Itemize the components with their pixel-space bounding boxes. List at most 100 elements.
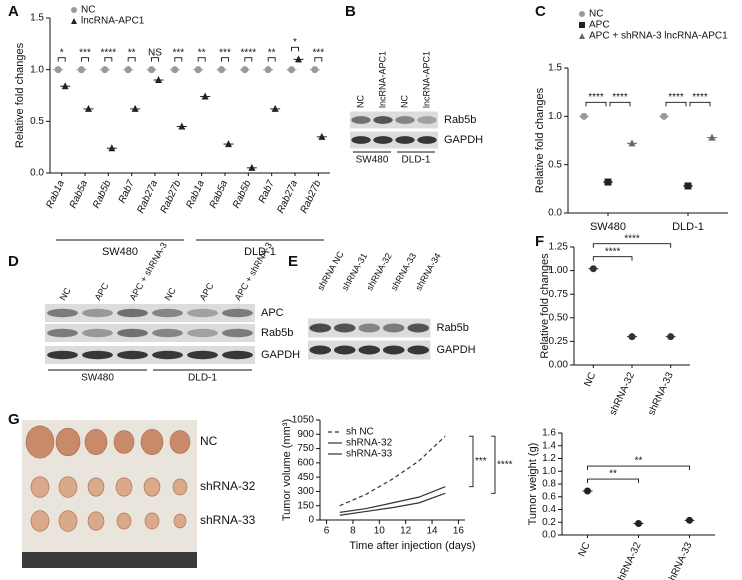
marker [225, 140, 232, 148]
photo-ruler [22, 552, 197, 568]
row-label: Rab5b [261, 327, 293, 339]
panel-label: G [8, 411, 20, 428]
group-label: DLD-1 [244, 246, 276, 258]
marker [295, 55, 302, 63]
marker [101, 66, 109, 74]
marker [686, 516, 693, 524]
blot-band [333, 345, 356, 355]
row-label: GAPDH [444, 134, 483, 146]
tumor [172, 478, 188, 496]
x-tick-label: Rab5b [231, 178, 254, 210]
blot-band [222, 328, 253, 338]
y-tick-label: 450 [297, 472, 314, 483]
y-axis-label: Relative fold changes [539, 253, 551, 359]
tumor [116, 512, 132, 530]
y-tick-label: 150 [297, 500, 314, 511]
blot-band [382, 323, 405, 333]
tumor [30, 510, 50, 532]
blot-band [417, 136, 437, 144]
significance-label: ** [609, 469, 617, 480]
marker [201, 92, 209, 100]
x-tick-label: Rab27a [135, 178, 160, 215]
legend-marker [71, 7, 77, 13]
significance-label: **** [692, 92, 708, 103]
blot-band [407, 345, 430, 355]
significance-bracket [587, 465, 690, 471]
lane-label: NC [58, 285, 73, 302]
blot-band [47, 328, 78, 338]
tumor-photo [22, 420, 197, 568]
significance-bracket [267, 57, 276, 62]
marker [108, 144, 116, 152]
significance-label: **** [612, 92, 628, 103]
x-tick-label: DLD-1 [672, 221, 704, 233]
row-label: Rab5b [437, 322, 469, 334]
y-tick-label: 0.8 [542, 479, 556, 490]
marker [54, 66, 62, 74]
line [339, 486, 446, 513]
significance-bracket [314, 57, 323, 62]
y-tick-label: 1050 [292, 415, 315, 426]
marker [148, 66, 155, 74]
tumor [140, 429, 164, 455]
y-tick-label: 0.2 [542, 517, 556, 528]
blot-band [222, 350, 253, 360]
y-tick-label: 300 [297, 486, 314, 497]
panel-label: E [288, 253, 298, 270]
marker [78, 66, 85, 74]
significance-bracket [244, 57, 253, 62]
blot-band [82, 308, 113, 318]
y-axis-label: Tumor weight (g) [527, 443, 539, 526]
marker [131, 104, 139, 112]
y-tick-label: 0.75 [549, 289, 569, 300]
tumor [84, 429, 108, 455]
y-axis-label: Relative fold changes [534, 87, 546, 193]
significance-bracket [221, 57, 229, 62]
x-tick-label: SW480 [590, 221, 626, 233]
significance-label: * [60, 47, 64, 58]
panel-label: B [345, 3, 356, 20]
blot-band [117, 328, 148, 338]
x-tick-label: Rab27b [159, 178, 184, 215]
x-tick-label: Rab5b [91, 178, 114, 210]
blot-band [351, 116, 371, 124]
marker [628, 333, 636, 341]
significance-label: ** [635, 456, 643, 467]
panel-label: D [8, 253, 19, 270]
y-axis-label: Tumor volume (mm³) [281, 419, 293, 521]
significance-label: **** [241, 47, 257, 58]
photo-row-label: shRNA-33 [200, 513, 256, 527]
x-tick-label: Rab7 [117, 178, 137, 205]
row-label: GAPDH [437, 344, 476, 356]
blot-band [358, 323, 381, 333]
lane-label: NC [399, 95, 409, 108]
significance-bracket [592, 243, 672, 248]
x-tick-label: shRNA-32 [614, 540, 644, 580]
x-tick-label: Rab27b [299, 178, 324, 215]
line [339, 492, 446, 516]
x-tick-label: Rab5a [68, 178, 91, 210]
blot-band [373, 136, 393, 144]
lane-label: APC [198, 281, 216, 302]
blot-band [187, 328, 218, 338]
marker [248, 163, 256, 171]
blot-band [82, 350, 113, 360]
marker [667, 333, 675, 341]
marker [628, 139, 636, 147]
blot-band [152, 308, 183, 318]
x-tick-label: Rab1a [184, 178, 207, 210]
significance-label: **** [605, 246, 621, 257]
legend-label: APC [589, 20, 610, 31]
x-tick-label: shRNA-33 [646, 370, 676, 417]
significance-label: ** [268, 47, 276, 58]
marker [178, 122, 186, 130]
blot-band [417, 116, 437, 124]
significance-bracket [151, 57, 159, 62]
blot-band [152, 328, 183, 338]
marker [61, 82, 69, 90]
significance-label: ** [198, 47, 206, 58]
tumor [115, 477, 133, 497]
blot-band [222, 308, 253, 318]
significance-label: NS [148, 47, 162, 58]
